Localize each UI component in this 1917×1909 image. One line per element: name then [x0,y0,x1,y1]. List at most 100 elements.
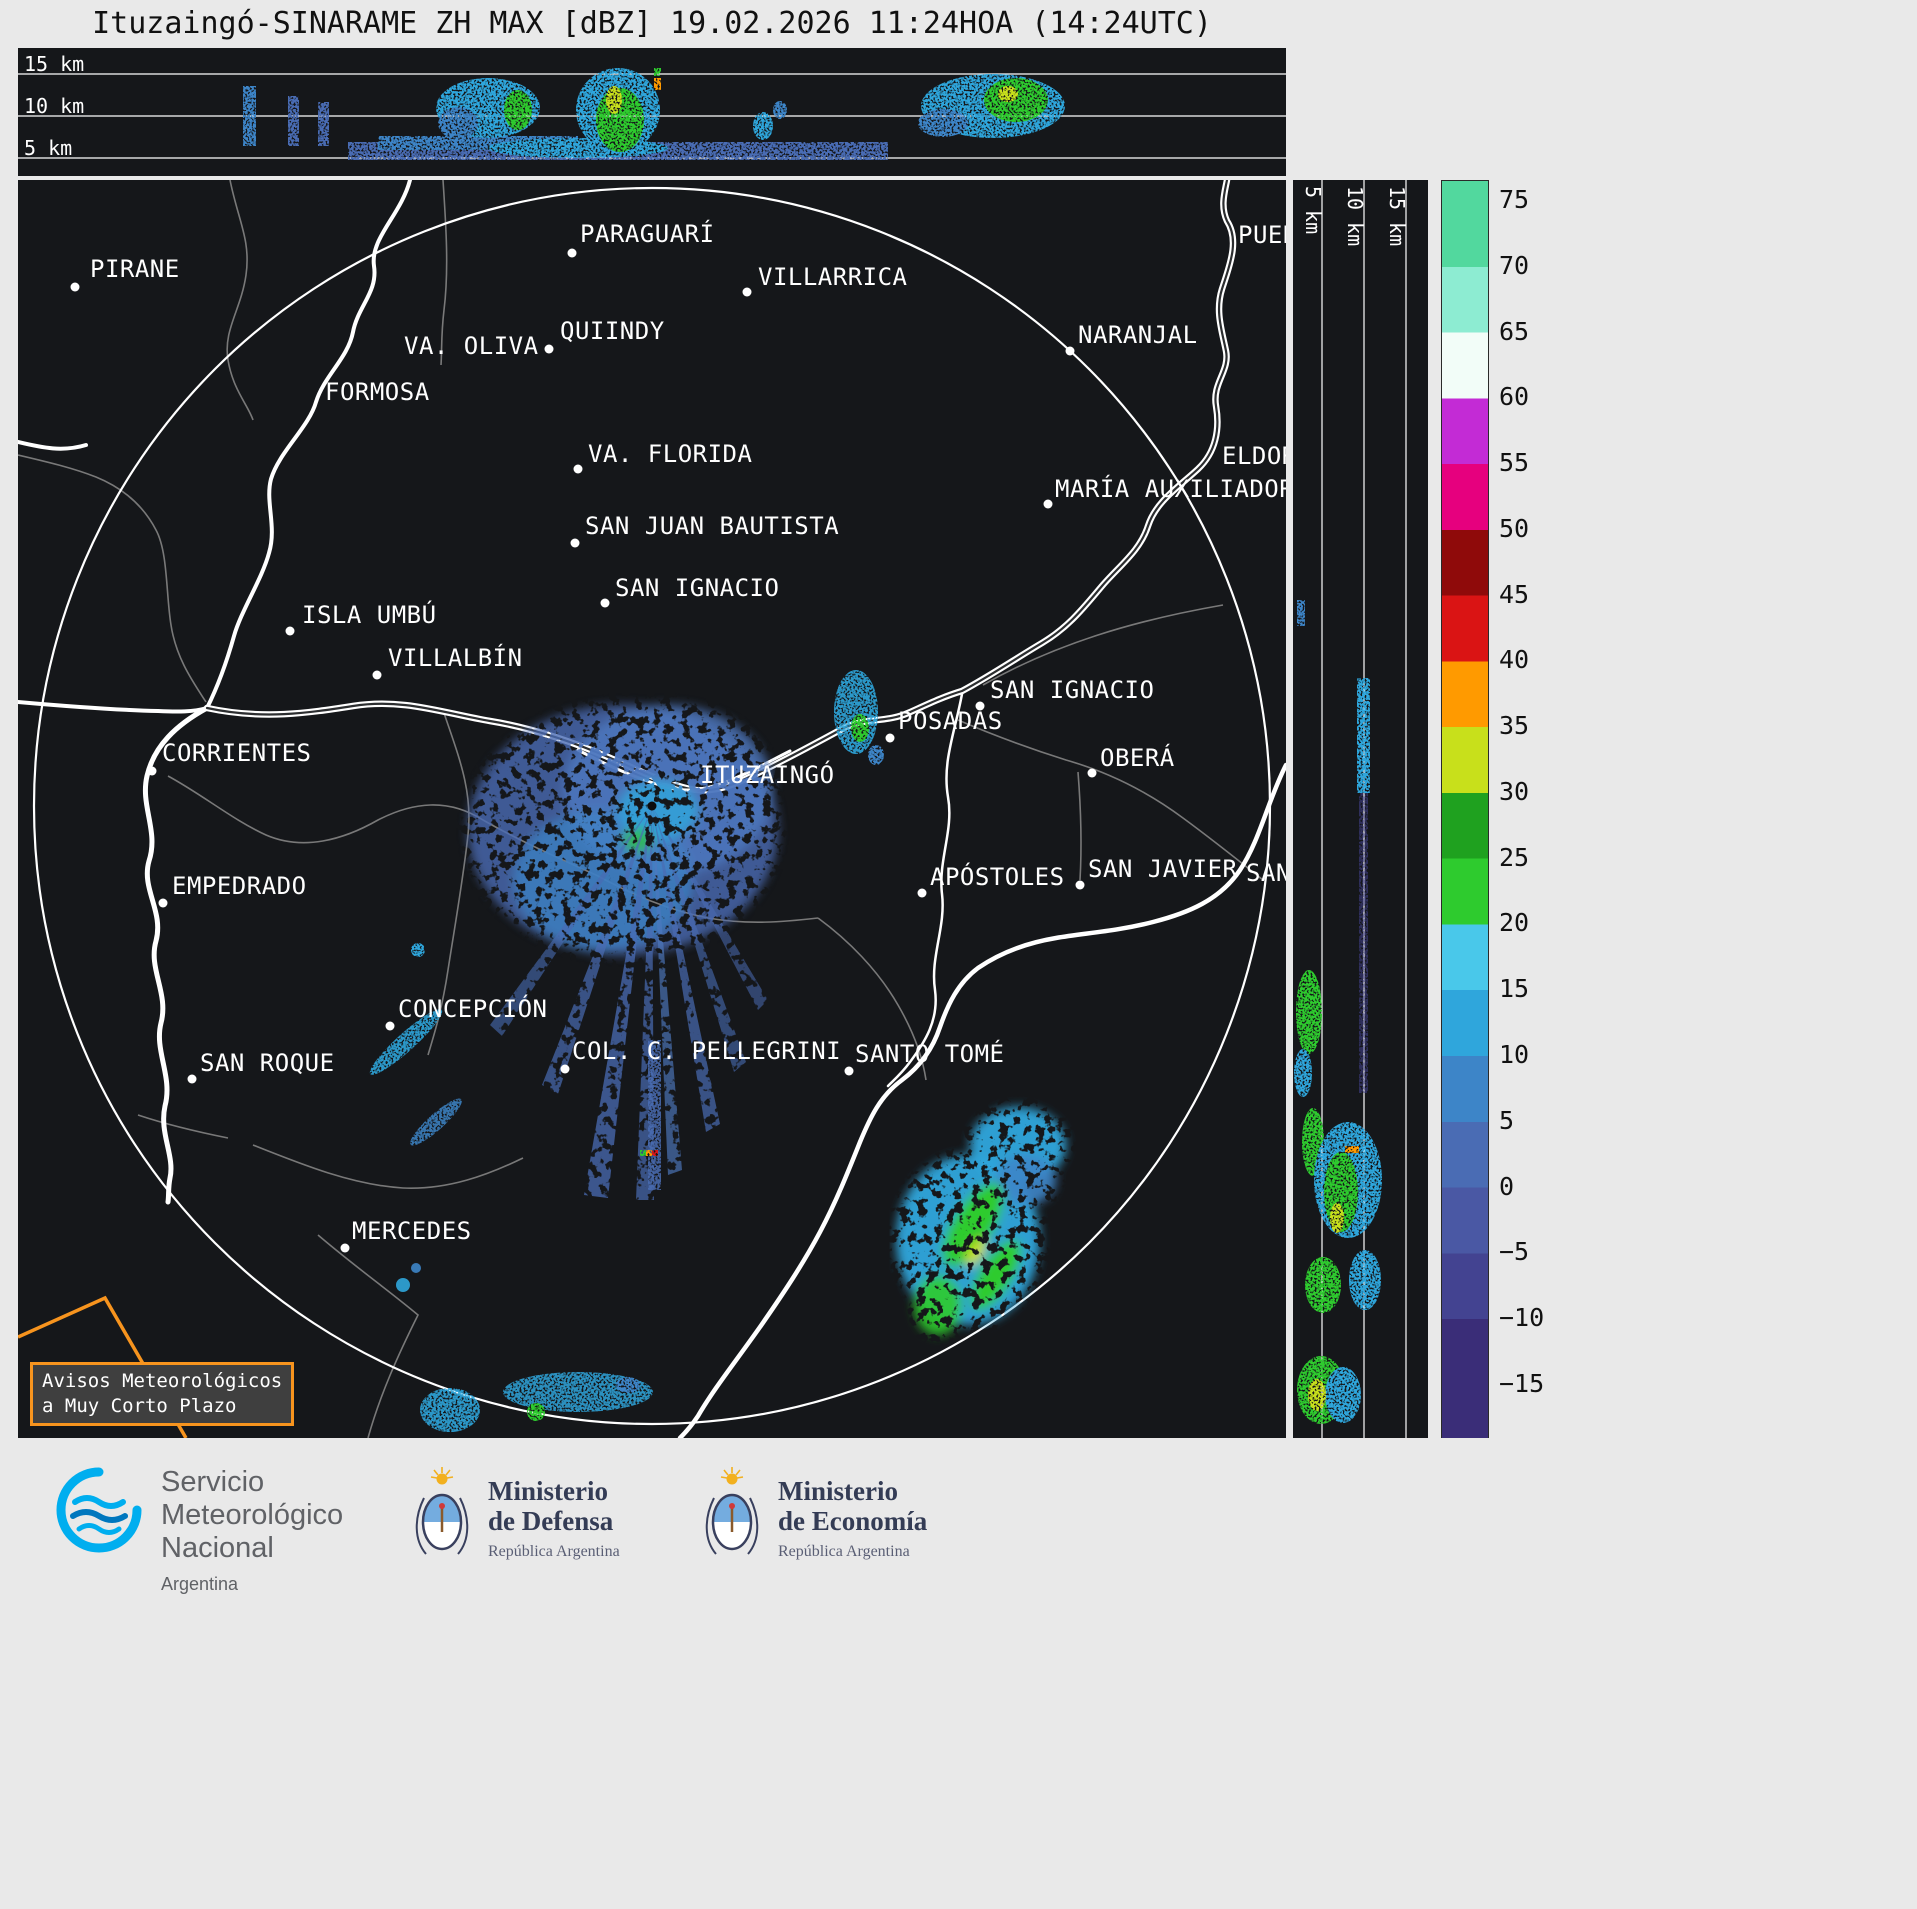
altitude-label: 15 km [24,52,85,76]
city-dot [187,1074,197,1084]
city-dot [385,1021,395,1031]
echo-concepcion [369,943,462,1146]
city-label: SAN ROQUE [200,1049,335,1077]
city-label: FORMOSA [325,378,430,406]
city-label: VILLALBÍN [388,644,523,672]
cross-section-right: 5 km 10 km 15 km [1293,180,1428,1438]
figure-title: Ituzaingó-SINARAME ZH MAX [dBZ] 19.02.20… [92,6,1212,41]
radar-range-ring [32,186,1272,1426]
cross-section-echoes-right [1294,600,1382,1424]
city-dot [70,282,80,292]
altitude-label: 10 km [24,94,85,118]
city-label: MERCEDES [352,1217,472,1245]
colorbar-tick-label: −10 [1499,1303,1545,1333]
footer: Servicio Meteorológico Nacional Argentin… [0,1438,1917,1909]
city-label: EMPEDRADO [172,872,307,900]
city-dot [147,766,157,776]
city-label: VA. FLORIDA [588,440,753,468]
smn-name-line: Meteorológico [161,1499,344,1531]
colorbar [1441,180,1489,1440]
city-label: SAN JAVIER [1088,855,1238,883]
city-label: ITUZAINGÓ [700,761,835,789]
city-dot [1065,346,1075,356]
city-label: COL. C. PELLEGRINI [572,1037,842,1065]
colorbar-tick-label: −15 [1499,1368,1545,1398]
ministry-title: de Economía [778,1506,928,1536]
echo-pellegrini-streak [640,1040,661,1190]
echo-mercedes-dots [396,1263,421,1292]
colorbar-tick-label: 60 [1499,382,1530,412]
city-dot [560,1064,570,1074]
altitude-label: 5 km [24,136,73,160]
city-label: SANTA [1246,859,1286,887]
city-label: PUERTO [1238,221,1286,249]
city-label: ELDORADO [1222,442,1286,470]
city-dot [340,1243,350,1253]
colorbar-tick-label: 35 [1499,711,1530,741]
city-dot [844,1066,854,1076]
city-label: MARÍA AUXILIADORA [1055,475,1286,503]
warning-box-line2: a Muy Corto Plazo [42,1395,237,1417]
city-dot [285,626,295,636]
ministry-title: Ministerio [778,1476,898,1506]
city-label: APÓSTOLES [930,863,1065,891]
radar-map: Avisos Meteorológicos a Muy Corto Plazo … [18,180,1286,1438]
city-dot [1075,880,1085,890]
argentina-coat-of-arms-icon [412,1466,472,1570]
colorbar-tick-label: 75 [1499,185,1530,214]
smn-logo-block: Servicio Meteorológico Nacional Argentin… [55,1466,343,1601]
smn-country: Argentina [161,1574,239,1594]
colorbar-tick-label: 20 [1499,908,1530,938]
city-dot [647,801,657,811]
rivers [18,180,1286,1438]
city-label: SAN JUAN BAUTISTA [585,512,840,540]
city-dot [570,538,580,548]
colorbar-tick-label: 40 [1499,645,1530,675]
city-dot [1087,768,1097,778]
cross-section-top: 15 km 10 km 5 km [18,48,1286,176]
city-label: PIRANE [90,255,180,283]
colorbar-tick-label: −5 [1499,1237,1530,1267]
city-dot [567,248,577,258]
city-dot [372,670,382,680]
warning-box: Avisos Meteorológicos a Muy Corto Plazo [30,1362,295,1426]
economia-logo-block: Ministerio de Economía República Argenti… [702,1466,927,1570]
altitude-label: 10 km [1343,186,1367,247]
city-label: ISLA UMBÚ [302,601,437,629]
colorbar-tick-label: 10 [1499,1040,1530,1069]
city-label: SAN IGNACIO [990,676,1155,704]
warning-box-line1: Avisos Meteorológicos [42,1370,283,1392]
city-dot [1043,499,1053,509]
ministry-title: de Defensa [488,1506,614,1536]
colorbar-tick-label: 70 [1499,250,1530,280]
colorbar-tick-label: 50 [1499,513,1530,543]
cross-section-echoes-top [243,68,1065,160]
city-label: SAN IGNACIO [615,574,780,602]
city-dot [158,898,168,908]
ministry-subtitle: República Argentina [778,1543,910,1560]
colorbar-tick-label: 5 [1499,1105,1515,1135]
city-dot [975,701,985,711]
city-label: VA. OLIVA [404,332,539,360]
altitude-label: 5 km [1301,186,1325,235]
city-label: VILLARRICA [758,263,908,291]
colorbar-tick-label: 30 [1499,776,1530,806]
city-dot [917,888,927,898]
echo-posadas [834,670,884,765]
city-dot [544,344,554,354]
city-label: OBERÁ [1100,744,1175,772]
echo-central [468,705,778,1200]
echo-southeast-system [896,1107,1066,1335]
city-label: CORRIENTES [162,739,312,767]
colorbar-tick-label: 0 [1499,1171,1515,1201]
colorbar-tick-label: 15 [1499,974,1530,1004]
colorbar-tick-label: 55 [1499,448,1530,478]
city-label: NARANJAL [1078,321,1198,349]
city-label: PARAGUARÍ [580,220,715,248]
smn-swirl-logo [55,1466,143,1558]
city-label: CONCEPCIÓN [398,995,548,1023]
city-dot [742,287,752,297]
city-dot [600,598,610,608]
ministry-title: Ministerio [488,1476,608,1506]
